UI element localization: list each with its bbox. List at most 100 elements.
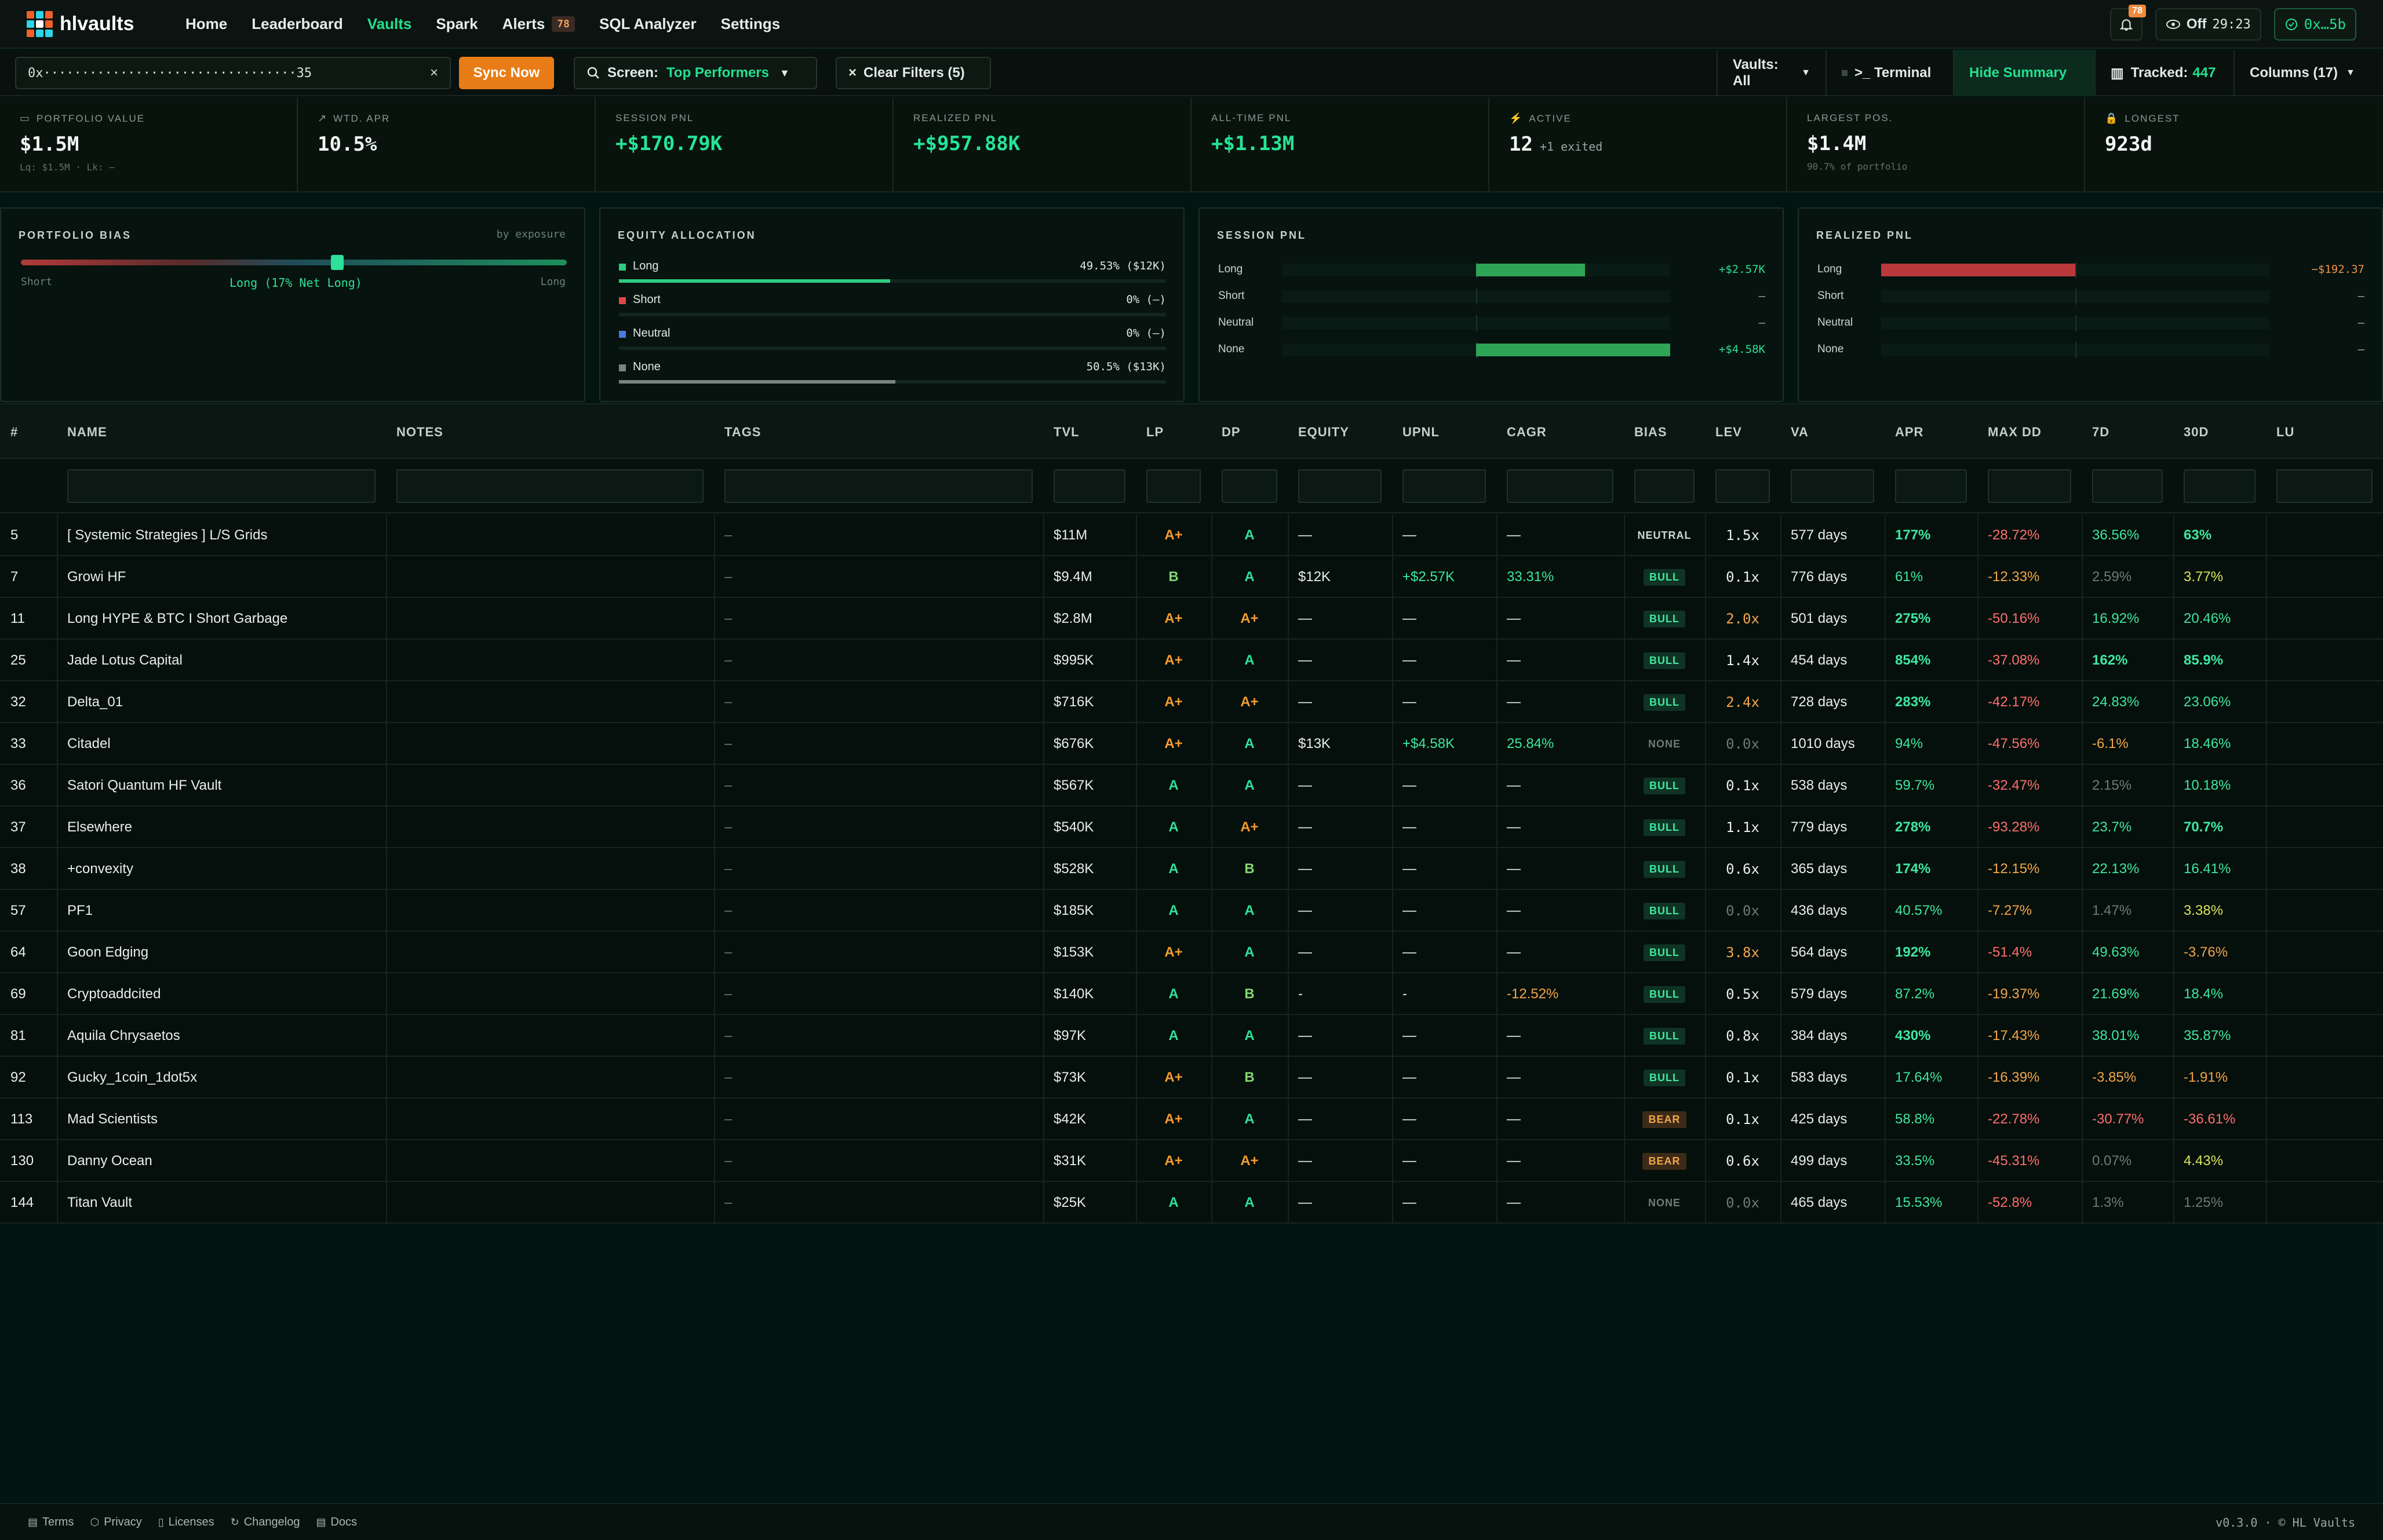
cell-name[interactable]: +convexity (67, 861, 134, 877)
cell-name[interactable]: Gucky_1coin_1dot5x (67, 1070, 198, 1085)
nav-sql-analyzer[interactable]: SQL Analyzer (599, 15, 697, 33)
column-header-dp[interactable]: DP (1222, 425, 1241, 439)
cell-name[interactable]: PF1 (67, 903, 93, 918)
notifications-button[interactable]: 78 (2109, 5, 2146, 41)
address-input[interactable]: 0x·································35 × (15, 57, 451, 89)
column-divider (1043, 1182, 1044, 1224)
table-row[interactable]: 69 Cryptoaddcited – $140K A B - - -12.52% BULL 0.5… (0, 973, 2383, 1015)
filter-input-maxdd[interactable] (1988, 469, 2071, 503)
wallet-button[interactable]: 0x…5b (2273, 8, 2356, 41)
column-header-tvl[interactable]: TVL (1054, 425, 1080, 439)
nav-home[interactable]: Home (185, 15, 227, 33)
clear-address-icon[interactable]: × (429, 65, 438, 81)
cell-name[interactable]: Growi HF (67, 569, 126, 585)
table-row[interactable]: 64 Goon Edging – $153K A+ A — — — BULL 3.8x 564 day… (0, 932, 2383, 973)
cell-name[interactable]: Danny Ocean (67, 1153, 152, 1169)
column-header-maxdd[interactable]: MAX DD (1988, 425, 2042, 439)
column-header-tags[interactable]: TAGS (724, 425, 761, 439)
column-header-d30[interactable]: 30D (2184, 425, 2209, 439)
column-header-cagr[interactable]: CAGR (1507, 425, 1547, 439)
table-row[interactable]: 144 Titan Vault – $25K A A — — — NONE 0.0x 465 days… (0, 1182, 2383, 1224)
footer-link-privacy[interactable]: ⬡ Privacy (90, 1516, 141, 1529)
column-header-equity[interactable]: EQUITY (1298, 425, 1349, 439)
cell-name[interactable]: Mad Scientists (67, 1111, 158, 1127)
filter-input-apr[interactable] (1895, 469, 1967, 503)
table-row[interactable]: 7 Growi HF – $9.4M B A $12K +$2.57K 33.31% BULL 0.… (0, 556, 2383, 598)
cell-name[interactable]: [ Systemic Strategies ] L/S Grids (67, 527, 268, 543)
column-header-d7[interactable]: 7D (2092, 425, 2110, 439)
cell-name[interactable]: Titan Vault (67, 1195, 133, 1210)
columns-select[interactable]: Columns (17) ▼ (2233, 50, 2383, 96)
cell-name[interactable]: Goon Edging (67, 944, 149, 960)
cell-name[interactable]: Delta_01 (67, 694, 123, 710)
auto-refresh-toggle[interactable]: Off 29:23 (2155, 8, 2261, 41)
column-header-va[interactable]: VA (1791, 425, 1809, 439)
brand-logo[interactable]: hlvaults (27, 10, 172, 37)
nav-leaderboard[interactable]: Leaderboard (252, 15, 343, 33)
table-row[interactable]: 57 PF1 – $185K A A — — — BULL 0.0x 436 days 40.57% -7… (0, 890, 2383, 932)
table-row[interactable]: 92 Gucky_1coin_1dot5x – $73K A+ B — — — BULL 0.1x 5… (0, 1057, 2383, 1099)
vaults-filter-select[interactable]: Vaults: All ▼ (1717, 50, 1825, 96)
filter-input-d7[interactable] (2092, 469, 2163, 503)
nav-spark[interactable]: Spark (436, 15, 478, 33)
clear-filters-button[interactable]: × Clear Filters (5) (836, 57, 991, 89)
bias-track (21, 260, 567, 265)
filter-input-cagr[interactable] (1507, 469, 1613, 503)
column-header-notes[interactable]: NOTES (396, 425, 443, 439)
filter-input-tvl[interactable] (1054, 469, 1125, 503)
footer-link-licenses[interactable]: ▯ Licenses (158, 1516, 214, 1529)
filter-input-equity[interactable] (1298, 469, 1382, 503)
cell-name[interactable]: Citadel (67, 736, 111, 751)
footer-link-docs[interactable]: ▤ Docs (316, 1516, 357, 1529)
nav-settings[interactable]: Settings (721, 15, 781, 33)
cell-name[interactable]: Long HYPE & BTC I Short Garbage (67, 611, 288, 626)
tracked-button[interactable]: ▥ Tracked: 447 (2094, 50, 2233, 96)
screen-value: Top Performers (666, 65, 769, 81)
column-header-lu[interactable]: LU (2276, 425, 2295, 439)
cell-name[interactable]: Jade Lotus Capital (67, 652, 183, 668)
table-row[interactable]: 5 [ Systemic Strategies ] L/S Grids – $11M A… (0, 514, 2383, 556)
table-row[interactable]: 32 Delta_01 – $716K A+ A+ — — — BULL 2.4x 728 days 2… (0, 681, 2383, 723)
terminal-button[interactable]: >_ Terminal (1825, 50, 1953, 96)
table-row[interactable]: 38 +convexity – $528K A B — — — BULL 0.6x 365 days 1… (0, 848, 2383, 890)
cell-name[interactable]: Elsewhere (67, 819, 133, 835)
table-row[interactable]: 130 Danny Ocean – $31K A+ A+ — — — BEAR 0.6x 499 da… (0, 1140, 2383, 1182)
filter-input-lp[interactable] (1146, 469, 1201, 503)
column-header-lev[interactable]: LEV (1715, 425, 1742, 439)
column-header-name[interactable]: NAME (67, 425, 107, 439)
filter-input-tags[interactable] (724, 469, 1033, 503)
column-header-upnl[interactable]: UPNL (1402, 425, 1440, 439)
filter-input-notes[interactable] (396, 469, 704, 503)
column-header-apr[interactable]: APR (1895, 425, 1924, 439)
table-row[interactable]: 11 Long HYPE & BTC I Short Garbage – $2.8M A… (0, 598, 2383, 640)
cell-name[interactable]: Cryptoaddcited (67, 986, 161, 1002)
filter-input-d30[interactable] (2184, 469, 2256, 503)
sync-now-button[interactable]: Sync Now (459, 57, 554, 89)
footer-link-changelog[interactable]: ↻ Changelog (231, 1516, 300, 1529)
filter-input-va[interactable] (1791, 469, 1874, 503)
table-row[interactable]: 33 Citadel – $676K A+ A $13K +$4.58K 25.84% NONE 0… (0, 723, 2383, 765)
hide-summary-button[interactable]: Hide Summary (1953, 50, 2094, 96)
cell-cagr: — (1507, 1111, 1521, 1127)
cell-name[interactable]: Aquila Chrysaetos (67, 1028, 180, 1043)
filter-input-name[interactable] (67, 469, 376, 503)
column-header-lp[interactable]: LP (1146, 425, 1164, 439)
column-header-id[interactable]: # (10, 425, 19, 439)
footer-link-terms[interactable]: ▤ Terms (28, 1516, 74, 1529)
filter-input-dp[interactable] (1222, 469, 1277, 503)
nav-alerts[interactable]: Alerts 78 (502, 15, 575, 33)
filter-input-lev[interactable] (1715, 469, 1770, 503)
nav-label: Home (185, 14, 228, 32)
table-row[interactable]: 81 Aquila Chrysaetos – $97K A A — — — BULL 0.8x 384… (0, 1015, 2383, 1057)
cell-name[interactable]: Satori Quantum HF Vault (67, 778, 222, 793)
table-row[interactable]: 25 Jade Lotus Capital – $995K A+ A — — — BULL 1.4x… (0, 640, 2383, 681)
table-row[interactable]: 37 Elsewhere – $540K A A+ — — — BULL 1.1x 779 days 2… (0, 807, 2383, 848)
filter-input-lu[interactable] (2276, 469, 2373, 503)
filter-input-upnl[interactable] (1402, 469, 1486, 503)
column-header-bias[interactable]: BIAS (1634, 425, 1667, 439)
table-row[interactable]: 36 Satori Quantum HF Vault – $567K A A — — — BULL… (0, 765, 2383, 807)
table-row[interactable]: 113 Mad Scientists – $42K A+ A — — — BEAR 0.1x 425 … (0, 1099, 2383, 1140)
screen-select[interactable]: Screen: Top Performers ▼ (574, 57, 817, 89)
filter-input-bias[interactable] (1634, 469, 1695, 503)
nav-vaults[interactable]: Vaults (367, 15, 412, 33)
